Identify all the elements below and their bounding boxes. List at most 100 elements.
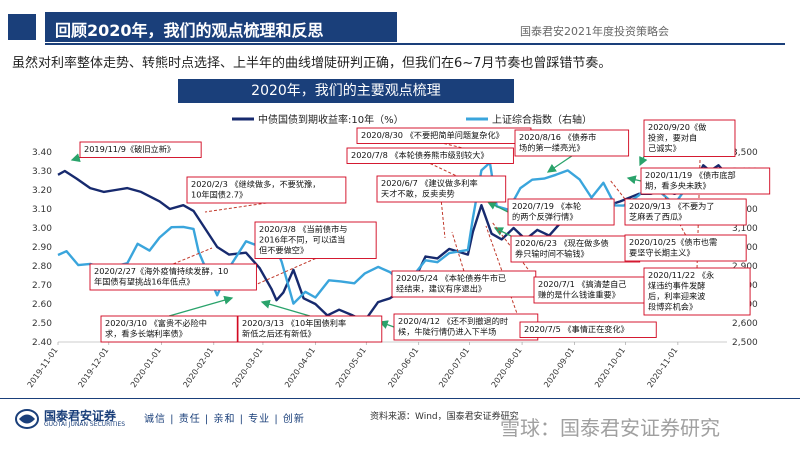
- annotation-text: 的两个反弹行情》: [512, 212, 578, 222]
- title-bar: [45, 12, 397, 42]
- brand-name: 国泰君安证券: [44, 409, 117, 423]
- annotation-text: 券只输时间不输钱》: [515, 249, 589, 259]
- annotation-text: 2020/11/19 《债市底部: [645, 170, 736, 180]
- summary-text: 虽然对利率整体走势、转熊时点选择、上半年的曲线增陡研判正确，但我们在6~7月节奏…: [12, 56, 612, 71]
- annotation-frame: [514, 129, 630, 157]
- annotation-text: 2020/10/25《债市也需: [629, 237, 717, 247]
- annotation-arrow: [546, 155, 573, 173]
- annotation-frame: [237, 315, 383, 343]
- annotation-arrow: [70, 153, 81, 163]
- annotation-arrow: [493, 227, 512, 237]
- annotation-text: 求，看多长端利率债》: [105, 329, 187, 339]
- annotation-text: 但不要做空》: [259, 245, 308, 255]
- annotation-text: 场的第一缕亮光》: [519, 143, 585, 153]
- annotation-arrow: [486, 201, 509, 213]
- annotation-frame: [346, 147, 514, 164]
- annotation-text: 天才不敢，反卖卖势: [381, 189, 455, 199]
- annotation-frame: [643, 119, 736, 157]
- annotation-text: 2019/11/9《破旧立新》: [84, 144, 175, 154]
- annotation-text: 10年国债2.7》: [191, 190, 247, 200]
- line-chart: 3.40 3.30 3.20 3.10 3.00 2.90 2.80 2.70 2.60 2.50…: [26, 113, 771, 389]
- y-left-tick-label: 3.40: [32, 148, 52, 158]
- y-left-tick-label: 3.20: [32, 186, 52, 196]
- annotation-text: 2020/7/8 《本轮债券熊市级别较大》: [351, 150, 489, 160]
- annotation-arrow: [639, 156, 648, 167]
- legend-label: 中债国债到期收益率:10年（%）: [258, 113, 404, 126]
- annotation-text: 年国债有望挑战16年低点》: [94, 277, 194, 287]
- annotation-text: 2016年不同，可以适当: [259, 235, 345, 245]
- watermark: 雪球：国泰君安证券研究: [500, 416, 720, 440]
- annotation-text: 新低之后还有新低》: [242, 329, 316, 339]
- annotation-leader: [254, 258, 316, 286]
- y-right-tick-label: 3,500: [732, 148, 758, 158]
- footer-divider: [0, 398, 800, 399]
- header-accent-block: [8, 14, 36, 40]
- y-left-tick-label: 2.70: [32, 281, 52, 291]
- annotation-frame: [624, 234, 747, 262]
- annotation-text: 2020/11/22 《永: [648, 270, 714, 280]
- annotation-text: 2020/9/13 《不要为了: [629, 201, 715, 211]
- annotation-leader: [491, 221, 535, 278]
- annotation-frame: [643, 267, 751, 316]
- annotation-text: 要坚守长期主义》: [629, 248, 695, 258]
- annotation-frame: [519, 321, 657, 338]
- annotation-box: 2020/7/5 《事情正在变化》: [519, 321, 657, 338]
- annotation-text: 2020/3/8 《当前债市与: [259, 224, 348, 234]
- y-left-tick-label: 3.00: [32, 224, 52, 234]
- annotation-text: 2020/4/12 《还不到撤退的时: [398, 316, 508, 326]
- annotation-box: 2019/11/9《破旧立新》: [79, 141, 202, 158]
- annotation-frame: [376, 175, 507, 203]
- x-tick-label: 2020-03-01: [231, 346, 265, 389]
- annotation-text: 己诚实》: [648, 143, 681, 153]
- annotation-frame: [100, 315, 238, 343]
- x-tick-label: 2020-02-01: [181, 346, 215, 389]
- y-left-tick-label: 2.80: [32, 262, 52, 272]
- y-right-tick-label: 2,900: [732, 262, 758, 272]
- chart-title: 2020年，我们的主要观点梳理: [178, 79, 514, 103]
- annotation-text: 2020/7/5 《事情正在变化》: [524, 324, 629, 334]
- annotation-frame: [624, 198, 747, 226]
- y-right-tick-label: 2,600: [732, 319, 758, 329]
- x-tick-label: 2019-11-01: [26, 346, 60, 389]
- annotation-text: 2020/8/30 《不要把简单问题复杂化》: [361, 130, 504, 140]
- annotation-text: 段博弈机会》: [648, 302, 697, 312]
- annotation-leader: [173, 247, 213, 265]
- annotation-text: 2020/3/13 《10年国债利率: [242, 318, 346, 328]
- annotation-arrow: [168, 295, 234, 317]
- annotation-leader: [451, 231, 465, 272]
- company-logo-icon: [15, 409, 39, 429]
- y-left-tick-label: 2.40: [32, 338, 52, 348]
- x-tick-label: 2020-11-01: [645, 346, 679, 389]
- annotation-text: 候，牛陡行情仍进入下半场: [398, 327, 496, 337]
- annotation-text: 投资，要对自: [648, 133, 697, 143]
- annotation-text: 2020/3/10 《富贵不必险中: [105, 318, 207, 328]
- annotation-frame: [89, 263, 257, 291]
- annotation-box: 2020/8/30 《不要把简单问题复杂化》: [356, 127, 532, 144]
- y-right-tick-label: 3,100: [732, 224, 758, 234]
- x-tick-label: 2020-10-01: [593, 346, 627, 389]
- annotation-text: 期，看多央未跌》: [645, 181, 711, 191]
- annotation-text: 2020/2/27《海外疫情持续发酵，10: [94, 266, 228, 276]
- annotation-text: 2020/7/1 《搞清楚自己: [538, 279, 627, 289]
- annotation-text: 赚的是什么钱谁重要》: [538, 290, 620, 300]
- annotation-box: 2020/7/8 《本轮债券熊市级别较大》: [346, 147, 514, 164]
- x-tick-label: 2020-09-01: [542, 346, 576, 389]
- x-tick-label: 2020-08-01: [490, 346, 524, 389]
- annotation-leader: [440, 201, 446, 239]
- annotation-box: 2020/2/3 《继续做多，不要犹豫，10年国债2.7》: [186, 176, 347, 204]
- x-tick-label: 2020-05-01: [334, 346, 368, 389]
- annotation-text: 2020/9/20《做: [648, 122, 706, 132]
